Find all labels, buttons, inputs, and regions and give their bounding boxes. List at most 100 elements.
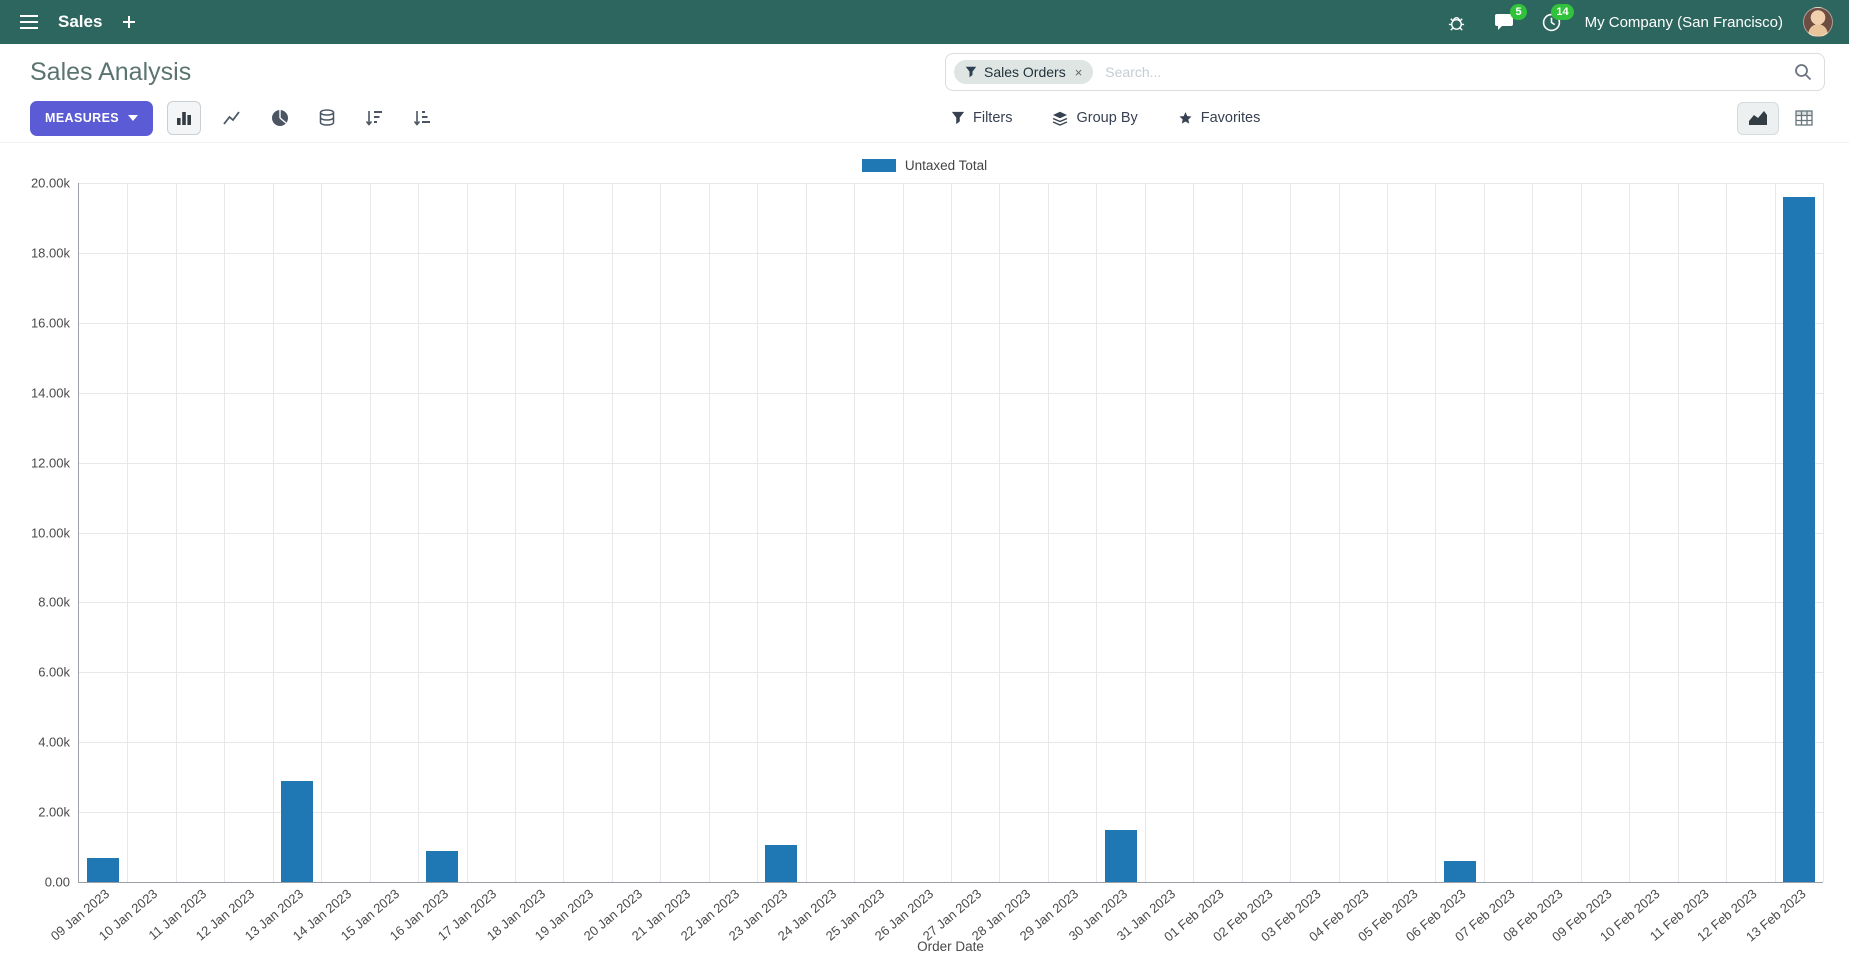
filter-menus: Filters Group By Favorites	[945, 109, 1266, 127]
v-gridline	[1387, 183, 1388, 882]
v-gridline	[127, 183, 129, 882]
v-gridline	[272, 183, 274, 882]
clock-icon	[1542, 13, 1560, 31]
v-gridline	[224, 183, 226, 882]
activity-count-badge: 14	[1551, 3, 1574, 20]
v-gridline	[466, 183, 468, 882]
group-by-button[interactable]: Group By	[1046, 109, 1143, 127]
v-gridline	[1726, 183, 1728, 882]
hamburger-icon	[20, 15, 38, 29]
v-gridline	[1144, 183, 1146, 882]
chart-bar[interactable]	[1782, 196, 1815, 882]
search-icon[interactable]	[1794, 63, 1812, 81]
y-tick-label: 12.00k	[30, 455, 70, 471]
v-gridline	[175, 183, 177, 882]
search-facet-sales-orders[interactable]: Sales Orders ×	[954, 60, 1094, 84]
pivot-view-button[interactable]	[1783, 102, 1825, 135]
v-gridline	[321, 183, 323, 882]
filters-button[interactable]: Filters	[945, 109, 1018, 127]
sort-descending-icon	[365, 111, 383, 126]
graph-toolbar: MEASURES	[30, 100, 945, 136]
y-tick-label: 8.00k	[38, 594, 70, 610]
bar-chart-button[interactable]	[167, 101, 202, 135]
chart-bar[interactable]	[281, 780, 313, 882]
filters-label: Filters	[973, 110, 1013, 126]
measures-label: MEASURES	[45, 111, 120, 125]
stacked-toggle-button[interactable]	[311, 101, 343, 135]
control-panel: Sales Analysis Sales Orders × MEASURES	[0, 44, 1849, 143]
pie-chart-button[interactable]	[263, 101, 297, 135]
v-gridline	[902, 183, 904, 882]
y-tick-label: 0.00	[44, 874, 70, 890]
sort-ascending-icon	[413, 111, 431, 126]
top-navbar: Sales 5 14 My Company (San Francisco)	[0, 0, 1849, 44]
stacked-icon	[319, 109, 335, 126]
v-gridline	[1047, 183, 1049, 882]
search-toolbar: Filters Group By Favorites	[945, 101, 1825, 135]
sort-ascending-button[interactable]	[405, 102, 439, 134]
group-by-icon	[1053, 111, 1068, 126]
sort-descending-button[interactable]	[357, 102, 391, 134]
plus-icon	[123, 16, 136, 28]
legend-label: Untaxed Total	[904, 157, 988, 173]
v-gridline	[757, 183, 759, 882]
y-tick-label: 18.00k	[30, 245, 70, 261]
measures-button[interactable]: MEASURES	[30, 100, 154, 136]
legend-swatch	[861, 158, 896, 172]
v-gridline	[1629, 183, 1631, 882]
chart-bar[interactable]	[426, 850, 459, 882]
view-switcher	[1737, 101, 1825, 135]
chart-bar[interactable]	[87, 857, 120, 882]
company-switcher[interactable]: My Company (San Francisco)	[1584, 13, 1783, 31]
graph-view-button[interactable]	[1737, 101, 1779, 135]
v-gridline	[563, 183, 565, 882]
y-tick-label: 2.00k	[38, 804, 70, 820]
x-axis-title: Order Date	[917, 939, 984, 954]
v-gridline	[1580, 183, 1582, 882]
v-gridline	[708, 183, 710, 882]
chat-icon	[1494, 14, 1513, 30]
v-gridline	[1338, 183, 1340, 882]
v-gridline	[418, 183, 420, 882]
navbar-left: Sales	[16, 11, 140, 33]
v-gridline	[1096, 183, 1098, 882]
pie-chart-icon	[272, 110, 289, 126]
pivot-table-icon	[1795, 110, 1813, 126]
chart-bar[interactable]	[765, 845, 798, 882]
caret-down-icon	[128, 115, 139, 121]
new-plus-button[interactable]	[118, 11, 140, 33]
bar-chart-icon	[177, 112, 192, 125]
v-gridline	[1483, 183, 1485, 882]
debug-menu-button[interactable]	[1443, 9, 1470, 36]
app-name[interactable]: Sales	[58, 12, 103, 31]
facet-remove-icon[interactable]: ×	[1074, 64, 1083, 80]
y-tick-label: 20.00k	[30, 175, 70, 191]
chart-legend[interactable]: Untaxed Total	[0, 155, 1849, 175]
filters-icon	[951, 111, 965, 125]
v-gridline	[1823, 183, 1824, 882]
v-gridline	[660, 183, 662, 882]
star-icon	[1179, 111, 1192, 124]
v-gridline	[1677, 183, 1679, 882]
apps-menu-button[interactable]	[16, 11, 42, 33]
activities-button[interactable]: 14	[1538, 3, 1574, 36]
line-chart-icon	[223, 111, 240, 125]
search-bar[interactable]: Sales Orders ×	[945, 53, 1825, 91]
funnel-icon	[965, 66, 977, 78]
chart-bar[interactable]	[1443, 861, 1476, 882]
user-avatar[interactable]	[1803, 7, 1833, 37]
favorites-label: Favorites	[1200, 110, 1261, 126]
search-input[interactable]	[1103, 63, 1784, 81]
v-gridline	[1532, 183, 1534, 882]
line-chart-button[interactable]	[215, 101, 249, 135]
v-gridline	[999, 183, 1001, 882]
v-gridline	[1193, 183, 1195, 882]
v-gridline	[1774, 183, 1776, 882]
favorites-button[interactable]: Favorites	[1172, 109, 1267, 127]
v-gridline	[369, 183, 371, 882]
x-axis: 09 Jan 2023 10 Jan 2023 11 Jan 2023 12 Jan …	[47, 883, 1823, 944]
messages-button[interactable]: 5	[1490, 4, 1527, 35]
chart-plot: 0.00 2.00k 4.00k 6.00k 8.00k 10.00k 12.00k 14.0…	[31, 176, 1824, 890]
y-tick-label: 14.00k	[30, 385, 70, 401]
chart-bar[interactable]	[1104, 829, 1137, 882]
